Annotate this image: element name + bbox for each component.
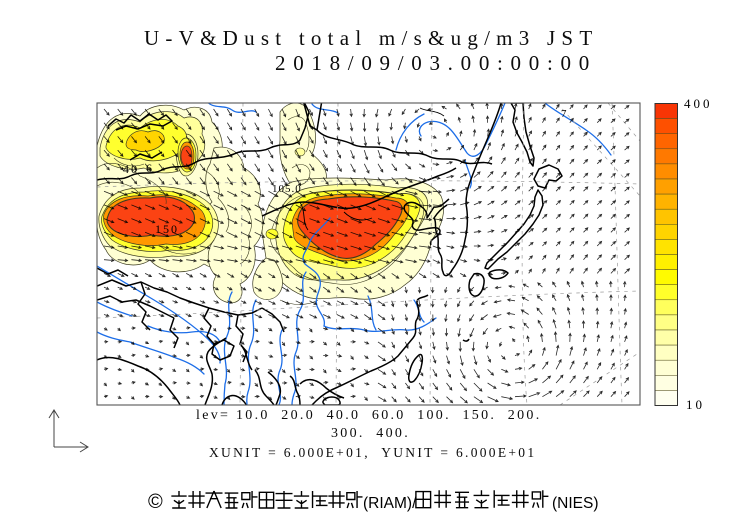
- svg-text:XUNIT = 6.000E+01, YUNIT = 6.: XUNIT = 6.000E+01, YUNIT = 6.000E+01: [209, 445, 536, 460]
- svg-text:lev= 10.0 20.0 40.0 60.0 1: lev= 10.0 20.0 40.0 60.0 100. 150. 200.: [196, 408, 542, 423]
- svg-text:40: 40: [123, 162, 139, 176]
- svg-text:©: ©: [148, 491, 163, 513]
- svg-text:7: 7: [561, 108, 567, 120]
- svg-text:10: 10: [686, 397, 705, 412]
- svg-text:U-V&Dust total m/s&ug/m3 JST: U-V&Dust total m/s&ug/m3 JST: [144, 26, 598, 50]
- svg-text:400: 400: [684, 96, 713, 111]
- svg-text:105.0: 105.0: [272, 183, 302, 195]
- svg-text:2018/09/03.00:00:00: 2018/09/03.00:00:00: [275, 51, 597, 75]
- svg-text:(RIAM)/: (RIAM)/: [363, 495, 417, 512]
- svg-text:(NIES): (NIES): [552, 495, 599, 512]
- svg-text:300. 400.: 300. 400.: [331, 426, 410, 441]
- svg-text:150: 150: [155, 222, 179, 236]
- svg-text:6: 6: [146, 161, 152, 175]
